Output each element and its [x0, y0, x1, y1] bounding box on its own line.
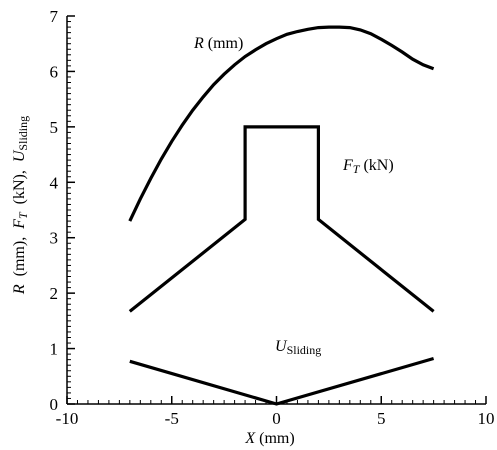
- x-tick-label: 0: [272, 409, 281, 428]
- series-line-r: [128, 25, 435, 222]
- y-axis-title: R (mm), FT (kN), USliding: [11, 116, 30, 295]
- x-tick-label: 10: [478, 409, 495, 428]
- y-tick-label: 3: [50, 229, 59, 248]
- x-tick-label: -5: [165, 409, 179, 428]
- x-axis-title: X (mm): [244, 430, 294, 447]
- series-line-u-sliding: [129, 356, 435, 406]
- y-tick-label: 0: [50, 395, 59, 414]
- y-tick-label: 5: [50, 118, 59, 137]
- series-lines: [128, 25, 435, 406]
- tick-labels: -10 -5 0 5 10 0 1 2 3 4 5 6 7: [50, 7, 495, 428]
- series-label-r: R (mm): [193, 35, 243, 52]
- y-tick-label: 7: [50, 7, 59, 26]
- y-tick-label: 2: [50, 284, 59, 303]
- x-tick-label: 5: [377, 409, 386, 428]
- y-tick-label: 6: [50, 62, 59, 81]
- series-label-ft: FT (kN): [342, 157, 394, 176]
- minor-ticks: [67, 21, 477, 404]
- y-tick-label: 4: [50, 173, 59, 192]
- y-tick-label: 1: [50, 340, 59, 359]
- x-tick-label: -10: [56, 409, 79, 428]
- series-label-u-sliding: USliding: [275, 338, 321, 357]
- series-line-ft: [128, 125, 435, 313]
